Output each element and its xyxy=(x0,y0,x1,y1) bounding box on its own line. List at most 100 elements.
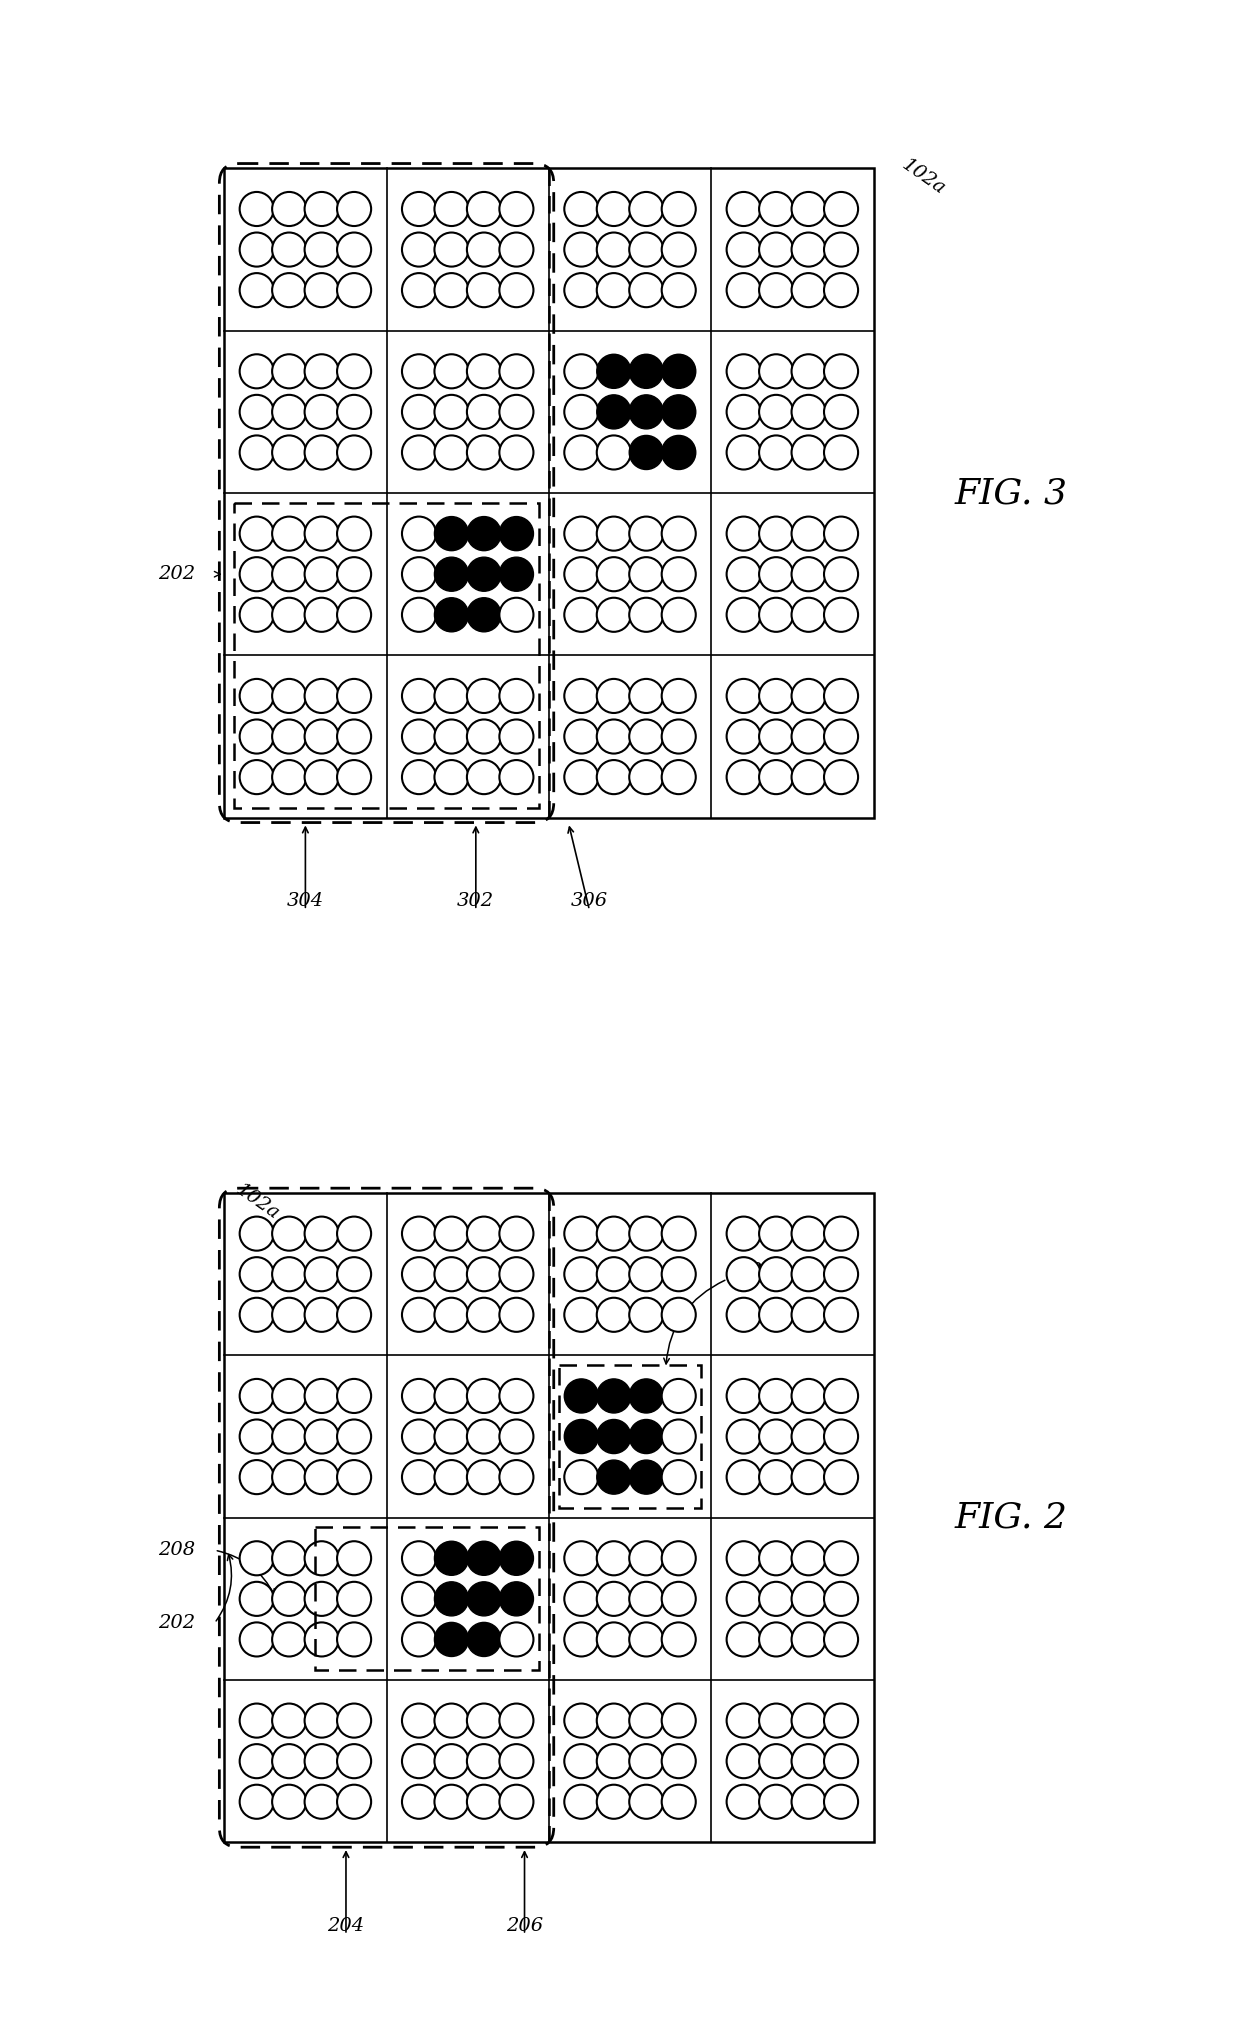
Circle shape xyxy=(337,355,371,388)
Circle shape xyxy=(564,680,599,712)
Circle shape xyxy=(272,1217,306,1250)
Circle shape xyxy=(500,761,533,793)
Circle shape xyxy=(467,761,501,793)
Circle shape xyxy=(337,1542,371,1575)
Circle shape xyxy=(727,1299,760,1331)
Text: 210: 210 xyxy=(749,1262,786,1280)
Circle shape xyxy=(402,761,436,793)
Circle shape xyxy=(239,233,274,266)
Circle shape xyxy=(727,1786,760,1818)
Circle shape xyxy=(727,233,760,266)
Circle shape xyxy=(825,720,858,753)
Circle shape xyxy=(825,274,858,306)
Circle shape xyxy=(239,1704,274,1737)
Circle shape xyxy=(662,1745,696,1777)
Circle shape xyxy=(759,558,794,590)
Circle shape xyxy=(402,436,436,469)
Circle shape xyxy=(305,680,339,712)
Circle shape xyxy=(337,274,371,306)
Circle shape xyxy=(564,1420,599,1453)
Circle shape xyxy=(402,233,436,266)
Circle shape xyxy=(825,680,858,712)
Circle shape xyxy=(500,680,533,712)
Circle shape xyxy=(305,233,339,266)
Circle shape xyxy=(467,1258,501,1290)
Circle shape xyxy=(629,517,663,550)
Circle shape xyxy=(759,720,794,753)
Circle shape xyxy=(564,1542,599,1575)
Circle shape xyxy=(791,274,826,306)
Circle shape xyxy=(596,1745,631,1777)
Circle shape xyxy=(402,193,436,225)
Circle shape xyxy=(402,1704,436,1737)
Circle shape xyxy=(337,1623,371,1656)
Circle shape xyxy=(727,355,760,388)
Circle shape xyxy=(662,1786,696,1818)
Circle shape xyxy=(272,1299,306,1331)
Circle shape xyxy=(596,558,631,590)
Circle shape xyxy=(402,558,436,590)
Circle shape xyxy=(596,396,631,428)
Circle shape xyxy=(662,193,696,225)
Text: 206: 206 xyxy=(506,1917,543,1936)
Circle shape xyxy=(596,233,631,266)
Circle shape xyxy=(337,1380,371,1412)
Circle shape xyxy=(629,1217,663,1250)
Circle shape xyxy=(596,720,631,753)
Circle shape xyxy=(434,1217,469,1250)
Circle shape xyxy=(337,1704,371,1737)
Circle shape xyxy=(759,761,794,793)
Circle shape xyxy=(629,680,663,712)
Bar xyxy=(558,1366,702,1508)
Circle shape xyxy=(596,1583,631,1615)
Circle shape xyxy=(434,1420,469,1453)
Circle shape xyxy=(727,558,760,590)
Circle shape xyxy=(727,761,760,793)
Circle shape xyxy=(305,558,339,590)
Circle shape xyxy=(305,1745,339,1777)
Circle shape xyxy=(272,355,306,388)
Circle shape xyxy=(500,1583,533,1615)
Circle shape xyxy=(727,517,760,550)
Circle shape xyxy=(662,1380,696,1412)
Circle shape xyxy=(727,1217,760,1250)
Circle shape xyxy=(467,1623,501,1656)
Circle shape xyxy=(337,1299,371,1331)
Circle shape xyxy=(662,517,696,550)
Circle shape xyxy=(596,517,631,550)
Circle shape xyxy=(727,396,760,428)
Circle shape xyxy=(272,233,306,266)
Circle shape xyxy=(825,1217,858,1250)
Circle shape xyxy=(662,1299,696,1331)
Circle shape xyxy=(662,1542,696,1575)
Circle shape xyxy=(791,1623,826,1656)
Circle shape xyxy=(402,1623,436,1656)
Circle shape xyxy=(434,396,469,428)
Circle shape xyxy=(662,1420,696,1453)
Circle shape xyxy=(305,517,339,550)
Circle shape xyxy=(272,1258,306,1290)
Circle shape xyxy=(596,355,631,388)
Circle shape xyxy=(825,1623,858,1656)
Circle shape xyxy=(434,599,469,631)
Circle shape xyxy=(791,233,826,266)
Circle shape xyxy=(825,1745,858,1777)
Circle shape xyxy=(564,599,599,631)
Text: 204: 204 xyxy=(327,1917,365,1936)
Circle shape xyxy=(759,1745,794,1777)
Circle shape xyxy=(467,720,501,753)
Circle shape xyxy=(629,761,663,793)
Circle shape xyxy=(239,1299,274,1331)
Circle shape xyxy=(564,274,599,306)
Circle shape xyxy=(305,396,339,428)
Bar xyxy=(224,1193,873,1842)
Circle shape xyxy=(239,558,274,590)
Circle shape xyxy=(272,1623,306,1656)
Circle shape xyxy=(791,1217,826,1250)
Circle shape xyxy=(825,1420,858,1453)
Circle shape xyxy=(272,274,306,306)
Circle shape xyxy=(629,1380,663,1412)
Circle shape xyxy=(500,1380,533,1412)
Circle shape xyxy=(825,193,858,225)
Circle shape xyxy=(500,599,533,631)
